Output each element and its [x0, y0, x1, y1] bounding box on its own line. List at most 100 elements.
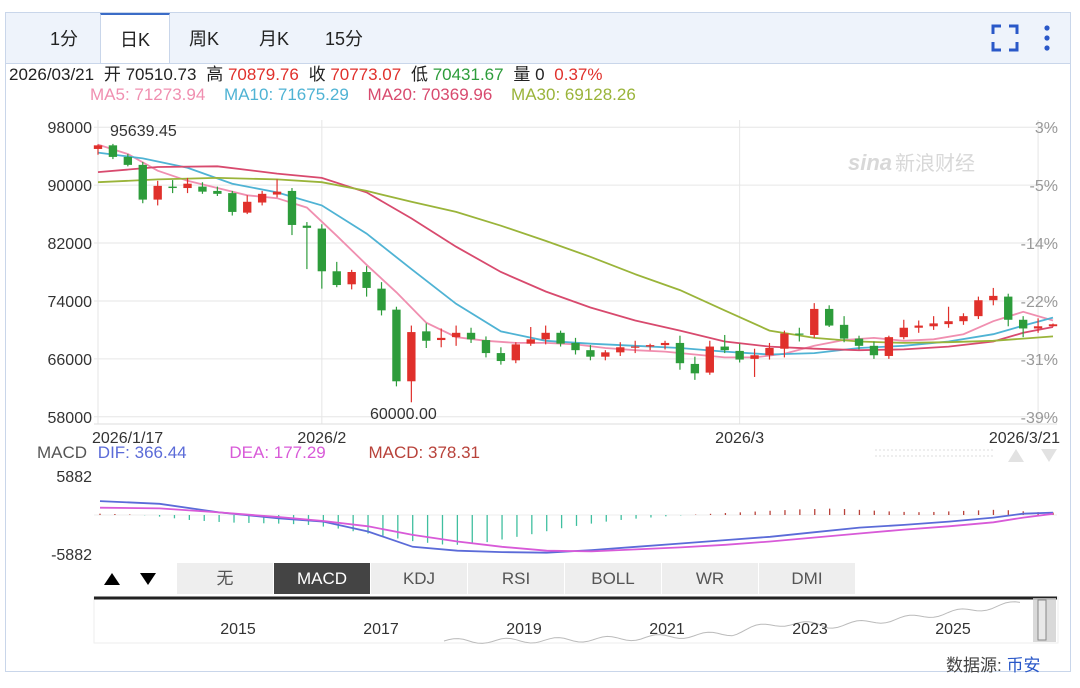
data-source-link[interactable]: 币安: [1006, 656, 1041, 675]
ma20-line: [97, 165, 1054, 352]
navigator-year-label: 2019: [506, 621, 542, 638]
percent-tick-label: -31%: [1021, 352, 1058, 369]
ma20-legend: MA20: 70369.96: [367, 85, 493, 104]
indicator-macd[interactable]: MACD: [274, 563, 371, 594]
indicator-wr[interactable]: WR: [662, 563, 759, 594]
candle-body: [437, 337, 446, 341]
candle: [213, 186, 222, 196]
candle: [929, 316, 938, 330]
range-navigator[interactable]: 2015 2017 2019 2021 2023 2025: [93, 596, 1059, 644]
candle: [631, 340, 640, 354]
macd-value-legend: MACD: 378.31: [368, 443, 481, 462]
candle-body: [1048, 324, 1058, 327]
candle: [407, 325, 416, 403]
navigator-handle: [1037, 599, 1047, 641]
indicator-dmi[interactable]: DMI: [759, 563, 856, 594]
info-change-pct: 0.37%: [554, 65, 603, 84]
data-source: 数据源: 币安: [946, 651, 1040, 676]
candle-body: [974, 300, 983, 317]
candle-body: [854, 338, 864, 346]
candle-body: [541, 332, 550, 340]
candle: [735, 343, 744, 363]
tab-weekly-k[interactable]: 周K: [188, 29, 219, 49]
candle-body: [645, 345, 655, 347]
fullscreen-icon[interactable]: [991, 24, 1019, 52]
candle: [481, 336, 491, 358]
candle: [1033, 318, 1043, 333]
info-date: 2026/03/21: [9, 65, 95, 84]
candle: [765, 342, 774, 360]
percent-tick-label: -39%: [1021, 410, 1058, 427]
svg-text:sina: sina: [848, 150, 892, 175]
candle: [392, 306, 401, 387]
pane-down-arrow-icon[interactable]: [1041, 449, 1057, 462]
tab-daily-k[interactable]: 日K: [100, 13, 170, 63]
macd-name: MACD: [37, 443, 88, 462]
candle: [705, 340, 714, 375]
candle-body: [1018, 319, 1028, 329]
pane-controls[interactable]: [875, 449, 1057, 462]
candle-body: [1004, 296, 1013, 320]
candle: [959, 313, 968, 325]
tab-monthly-k[interactable]: 月K: [258, 29, 289, 49]
candle-body: [272, 191, 282, 195]
candle-body: [422, 331, 431, 341]
tab-15min[interactable]: 15分: [324, 29, 364, 49]
candle: [317, 224, 327, 289]
candle-body: [1033, 326, 1043, 329]
candles: [93, 143, 1058, 403]
ohlc-info-line: 2026/03/21 开 70510.73 高 70879.76 收 70773…: [9, 60, 602, 85]
date-tick-label: 2026/3: [715, 430, 764, 447]
extreme-labels: 95639.45 60000.00: [110, 123, 437, 423]
candle: [332, 261, 341, 288]
price-tick-label: 90000: [48, 178, 93, 195]
price-tick-label: 98000: [48, 120, 93, 137]
navigator-year-label: 2015: [220, 621, 256, 638]
candle: [228, 190, 237, 216]
candle-body: [824, 308, 834, 326]
candle: [422, 323, 431, 348]
move-down-button[interactable]: [130, 563, 166, 594]
candle-body: [481, 340, 491, 354]
more-menu-icon[interactable]: [1039, 24, 1055, 52]
dif-legend: DIF: 366.44: [97, 443, 187, 462]
navigator-history-line: [443, 601, 1021, 644]
pane-up-arrow-icon[interactable]: [1008, 449, 1024, 462]
date-axis: 2026/1/17 2026/2 2026/3 2026/3/21: [92, 430, 1060, 447]
candle-body: [302, 225, 312, 228]
candle: [750, 348, 759, 377]
candle: [257, 190, 267, 206]
percent-axis: 3% -5% -14% -22% -31% -39%: [1021, 120, 1058, 427]
price-axis: 98000 90000 82000 74000 66000 58000: [48, 120, 93, 427]
candle: [1004, 293, 1013, 327]
candle-body: [168, 186, 177, 189]
price-tick-label: 74000: [48, 294, 93, 311]
candle: [675, 335, 685, 370]
price-tick-label: 58000: [48, 410, 93, 427]
tab-1min[interactable]: 1分: [49, 29, 78, 49]
indicator-rsi[interactable]: RSI: [468, 563, 565, 594]
move-up-button[interactable]: [94, 563, 130, 594]
indicator-kdj[interactable]: KDJ: [371, 563, 468, 594]
candle-body: [899, 327, 908, 338]
candle: [108, 143, 118, 160]
navigator-year-label: 2021: [649, 621, 685, 638]
max-price-label: 95639.45: [110, 123, 177, 140]
indicator-boll[interactable]: BOLL: [565, 563, 662, 594]
candle-body: [810, 308, 819, 335]
indicator-none[interactable]: 无: [177, 563, 274, 594]
candle-body: [153, 185, 162, 200]
ma10-legend: MA10: 71675.29: [224, 85, 349, 104]
info-open-label: 开: [103, 65, 121, 84]
candle: [198, 182, 207, 194]
candle-body: [601, 352, 610, 357]
candle: [556, 330, 565, 347]
candle: [616, 342, 625, 356]
candle: [526, 327, 535, 346]
candle-body: [989, 295, 998, 301]
candle-body: [631, 346, 640, 348]
info-close-label: 收: [308, 65, 326, 84]
dif-line: [99, 500, 1054, 554]
candle: [362, 266, 371, 297]
